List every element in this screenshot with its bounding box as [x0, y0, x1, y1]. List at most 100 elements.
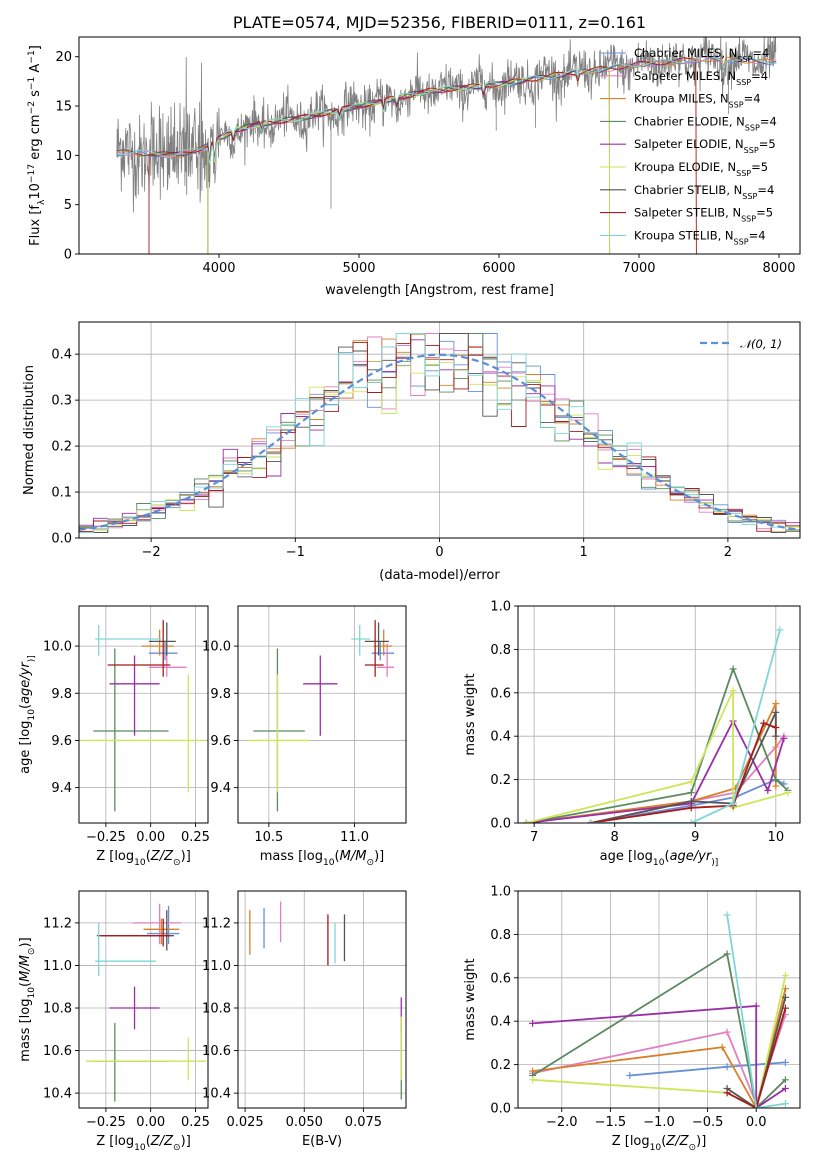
errorbar-salpeter-stelib — [107, 620, 171, 677]
y-tick-label: 0.0 — [490, 817, 511, 832]
series-point — [723, 911, 731, 919]
plot-area — [79, 333, 800, 538]
series-point — [760, 719, 768, 727]
series-line — [726, 997, 787, 1108]
x-axis-label-part: Z/Z — [150, 1134, 174, 1149]
gridlines — [238, 606, 406, 823]
y-tick-label: 15 — [55, 100, 72, 115]
x-tick-label: 0.25 — [181, 1115, 210, 1130]
x-tick-label: 1 — [580, 545, 588, 560]
series-line — [525, 703, 777, 823]
x-axis-label: mass [log10(M/M⊙)] — [260, 849, 384, 868]
x-axis-label-part: 10 — [650, 1143, 662, 1153]
x-axis-label-part: ( — [665, 849, 670, 864]
y-axis-label-part: −2 — [27, 101, 37, 114]
plot-area — [116, 37, 777, 254]
y-tick-label: 11.2 — [202, 916, 231, 931]
observed-spectrum — [116, 37, 777, 213]
model-kroupa-stelib — [116, 55, 777, 165]
y-tick-label: 10.8 — [43, 1002, 72, 1017]
series-point — [772, 732, 780, 740]
x-axis-label-part: ( — [146, 1134, 151, 1149]
legend-label-kroupa-elodie: Kroupa ELODIE, NSSP=5 — [634, 160, 768, 178]
x-tick-label: 2 — [724, 545, 732, 560]
x-axis-label-part: Z [log — [96, 849, 134, 864]
chart-title: PLATE=0574, MJD=52356, FIBERID=0111, z=0… — [233, 13, 646, 32]
series-point — [772, 724, 780, 732]
y-tick-label: 9.6 — [51, 734, 72, 749]
legend-label-salpeter-elodie-part: =5 — [759, 137, 776, 151]
legend-label-salpeter-elodie-part: Salpeter ELODIE, N — [634, 137, 744, 151]
histogram-kroupa-stelib — [79, 333, 800, 538]
x-tick-label: −1.5 — [595, 1115, 627, 1130]
x-axis-label: E(B-V) — [302, 1134, 342, 1149]
axes-frame — [237, 890, 407, 1109]
y-tick-label: 0.2 — [51, 440, 72, 455]
x-tick-label: 5000 — [342, 261, 375, 276]
series-point — [776, 626, 784, 634]
legend-label-kroupa-stelib-part: SSP — [734, 237, 749, 246]
errorbar-chabrier-stelib — [364, 622, 389, 656]
errorbar-salpeter-elodie — [109, 655, 160, 736]
y-axis-label: Flux [fλ10−17 erg cm−2 s−1 A−1] — [27, 45, 47, 246]
y-axis-label-part: age/yr — [18, 661, 33, 704]
y-tick-label: 10.4 — [202, 1087, 231, 1102]
y-axis-label-part: ⊙ — [27, 947, 37, 955]
legend-label-kroupa-stelib-part: Kroupa STELIB, N — [634, 228, 734, 242]
legend-label-kroupa-elodie-part: Kroupa ELODIE, N — [634, 160, 736, 174]
series-point — [687, 819, 695, 823]
y-axis-label-part: 10 — [27, 987, 37, 999]
legend-label-kroupa-elodie-part: =5 — [751, 160, 768, 174]
x-tick-label: −1 — [286, 545, 305, 560]
x-axis-label-part: )] — [696, 1134, 706, 1149]
x-tick-label: 7 — [530, 830, 538, 845]
x-axis-label-part: )] — [711, 858, 718, 868]
y-axis-label-part: )] — [27, 655, 37, 662]
legend-label-salpeter-miles-part: Salpeter MILES, N — [634, 69, 736, 83]
x-tick-label: 8000 — [762, 261, 795, 276]
panel-mass_vs_ebv: 0.025 0.050 0.075 10.4 10.6 10.8 11.0 11.2 E(B-V… — [202, 890, 407, 1149]
y-axis-label-part: mass [log — [18, 999, 33, 1062]
axes-frame — [78, 321, 801, 539]
series-point — [529, 1019, 537, 1027]
x-axis-label: (data-model)/error — [379, 568, 500, 583]
axes-frame — [78, 36, 801, 255]
y-axis-label-part: ( — [18, 704, 33, 709]
ticks: −2 −1 0 1 2 0.0 0.1 0.2 0.3 0.4 — [51, 348, 732, 560]
series-point — [784, 789, 792, 797]
x-axis-label: Z [log10(Z/Z⊙)] — [96, 1134, 191, 1153]
legend-label-salpeter-miles: Salpeter MILES, NSSP=4 — [634, 69, 768, 87]
x-tick-label: 8 — [611, 830, 619, 845]
y-axis-label: mass weight — [463, 958, 478, 1040]
series-point — [587, 819, 595, 823]
y-axis-label: Normed distribution — [22, 365, 37, 495]
errorbar-kroupa-elodie — [86, 1037, 207, 1081]
series-point — [772, 776, 780, 784]
series-line — [532, 952, 787, 1108]
ticks: −0.25 0.00 0.25 9.4 9.6 9.8 10.0 — [43, 640, 210, 845]
x-axis-label: wavelength [Angstrom, rest frame] — [325, 283, 554, 298]
x-axis-label-part: 10 — [323, 858, 335, 868]
x-axis-label-part: ( — [146, 849, 151, 864]
y-axis-label-part: A — [28, 64, 43, 77]
legend-label-salpeter-elodie-part: SSP — [744, 146, 759, 155]
y-axis-label-part: 10 — [28, 183, 43, 200]
panel-residuals: −2 −1 0 1 2 0.0 0.1 0.2 0.3 0.4 (data-model)/error… — [22, 321, 801, 583]
y-axis-label-part: Flux [f — [28, 205, 43, 246]
y-axis-label-part: age [log — [18, 721, 33, 774]
series-point — [723, 1089, 731, 1097]
series-point — [723, 1028, 731, 1036]
x-tick-label: 0.075 — [345, 1115, 382, 1130]
series-point — [687, 797, 695, 805]
errorbar-salpeter-elodie — [303, 655, 338, 736]
x-axis-label-part: Z [log — [96, 1134, 134, 1149]
x-tick-label: 11.0 — [340, 830, 369, 845]
plot-area — [86, 903, 207, 1102]
panel-spectrum: 4000 5000 6000 7000 8000 0 5 10 15 20 PLATE=0574, … — [27, 13, 801, 298]
series-point — [529, 1076, 537, 1084]
panel-age_vs_Z: −0.25 0.00 0.259.49.69.810.0Z [log10(Z/Z⊙)… — [18, 605, 210, 868]
y-axis-label-part: −17 — [27, 164, 37, 183]
